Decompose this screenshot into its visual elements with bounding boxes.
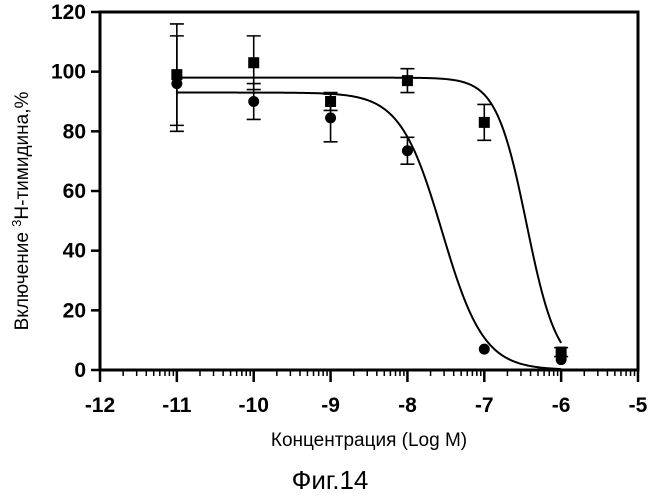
circle-marker: [402, 145, 413, 156]
data-points: [171, 57, 566, 365]
circle-marker: [556, 354, 567, 365]
x-tick-label: -6: [552, 394, 571, 417]
x-tick-label: -5: [629, 394, 648, 417]
y-axis-ticks: 0 20 40 60 80 100 120: [51, 1, 100, 382]
y-axis-title: Включение 3Н-тимидина,%: [9, 92, 34, 331]
x-tick-label: -12: [85, 394, 115, 417]
y-tick-label: 20: [63, 299, 86, 322]
y-axis-title-suffix: Н-тимидина,%: [12, 92, 33, 220]
circle-marker: [479, 344, 490, 355]
y-tick-label: 0: [74, 359, 86, 382]
y-tick-label: 100: [51, 61, 86, 84]
square-marker: [325, 96, 336, 107]
circle-marker: [248, 96, 259, 107]
x-axis-title: Концентрация (Log M): [271, 430, 467, 451]
y-axis-title-superscript: 3: [9, 220, 24, 227]
circle-marker: [325, 112, 336, 123]
y-tick-label: 40: [63, 240, 86, 263]
y-axis-title-prefix: Включение: [12, 227, 33, 331]
fit-curves: [177, 78, 561, 369]
x-tick-label: -10: [239, 394, 269, 417]
y-tick-label: 80: [63, 120, 86, 143]
fit-curve-circle: [177, 93, 561, 370]
fit-curve-square: [177, 78, 561, 343]
square-marker: [248, 57, 259, 68]
square-marker: [402, 75, 413, 86]
x-tick-label: -9: [321, 394, 340, 417]
x-tick-label: -11: [162, 394, 192, 417]
plot-frame: [100, 12, 638, 370]
y-tick-label: 60: [63, 180, 86, 203]
square-marker: [479, 117, 490, 128]
figure-caption: Фиг.14: [292, 465, 369, 495]
plot-area: 0 20 40 60 80 100 120 -12 -11 -10 -9 -8 -7 -6 -5: [51, 1, 648, 417]
x-tick-label: -7: [475, 394, 494, 417]
x-tick-label: -8: [398, 394, 417, 417]
circle-marker: [171, 78, 182, 89]
error-bars: [170, 24, 568, 357]
y-tick-label: 120: [51, 1, 86, 24]
x-axis-ticks: -12 -11 -10 -9 -8 -7 -6 -5: [85, 370, 648, 417]
